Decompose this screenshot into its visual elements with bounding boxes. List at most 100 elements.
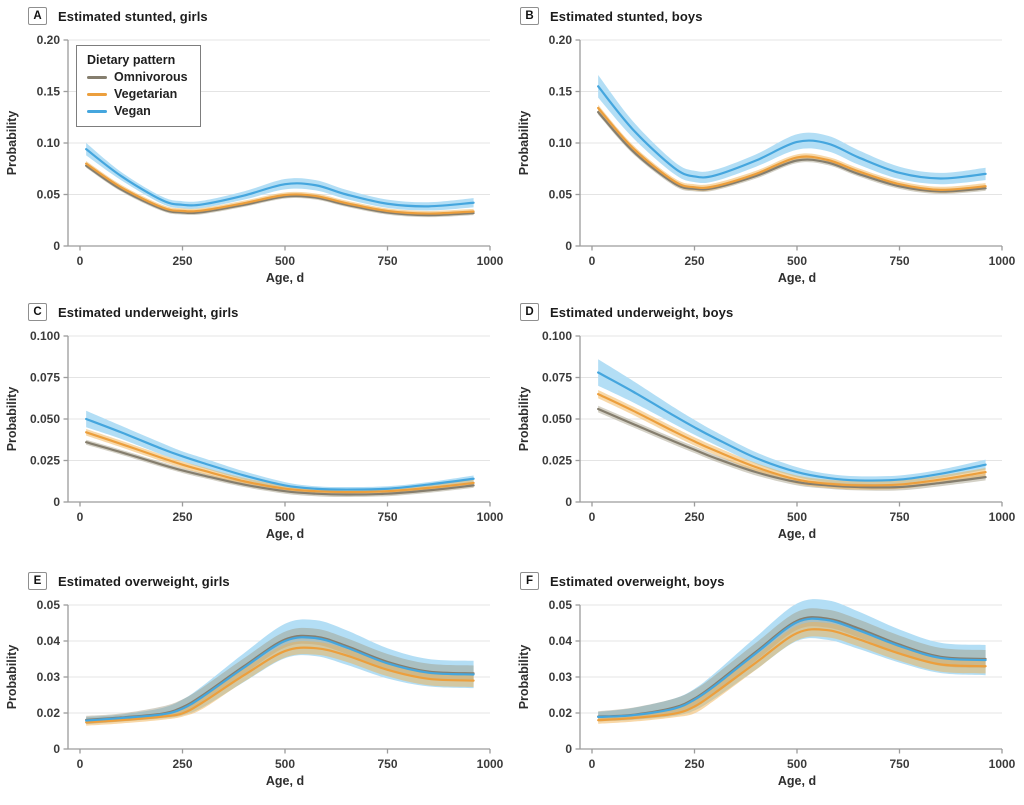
legend-swatch-omnivorous	[87, 75, 107, 79]
svg-text:0.05: 0.05	[549, 598, 573, 612]
svg-text:0.100: 0.100	[30, 329, 60, 343]
svg-text:0.05: 0.05	[37, 598, 61, 612]
panel-d-title: Estimated underweight, boys	[550, 304, 734, 320]
panel-b-header: B Estimated stunted, boys	[520, 6, 1024, 26]
svg-text:0.100: 0.100	[542, 329, 572, 343]
svg-text:750: 750	[377, 254, 397, 268]
svg-text:250: 250	[172, 254, 192, 268]
legend: Dietary pattern Omnivorous Vegetarian Ve…	[76, 45, 201, 127]
panel-e-title: Estimated overweight, girls	[58, 573, 230, 589]
chart-estimated-stunted-boys: 0 0.05 0.10 0.15 0.20 0 250 500 750 1000 Age, d Pro…	[517, 33, 1016, 285]
panel-a: A Estimated stunted, girls 0 0.05 0.10 0.15…	[0, 0, 512, 292]
panel-f-title: Estimated overweight, boys	[550, 573, 725, 589]
svg-text:Age, d: Age, d	[266, 774, 304, 788]
svg-text:1000: 1000	[989, 254, 1016, 268]
svg-text:0: 0	[53, 239, 60, 253]
svg-text:0: 0	[77, 254, 84, 268]
chart-estimated-overweight-girls: 0 0.02 0.03 0.04 0.05 0 250 500 750 1000 Age, d Pro…	[5, 598, 504, 788]
svg-text:0.025: 0.025	[542, 454, 572, 468]
svg-text:1000: 1000	[477, 757, 504, 771]
panel-a-title: Estimated stunted, girls	[58, 8, 208, 24]
svg-text:500: 500	[787, 254, 807, 268]
svg-text:0: 0	[589, 254, 596, 268]
svg-text:0.03: 0.03	[549, 670, 573, 684]
svg-text:0: 0	[565, 239, 572, 253]
panel-f: F Estimated overweight, boys 0 0.02 0.03 0.…	[512, 547, 1024, 794]
svg-text:0: 0	[589, 510, 596, 524]
svg-text:0.10: 0.10	[37, 136, 61, 150]
svg-text:0.05: 0.05	[37, 188, 61, 202]
svg-text:0: 0	[77, 510, 84, 524]
svg-text:250: 250	[172, 757, 192, 771]
panel-e: E Estimated overweight, girls 0 0.02 0.03 0…	[0, 547, 512, 794]
svg-text:500: 500	[787, 757, 807, 771]
svg-text:0: 0	[53, 742, 60, 756]
svg-text:Probability: Probability	[5, 111, 19, 176]
svg-text:0: 0	[565, 742, 572, 756]
panel-b-title: Estimated stunted, boys	[550, 8, 703, 24]
svg-text:250: 250	[684, 757, 704, 771]
svg-text:750: 750	[889, 510, 909, 524]
svg-text:0: 0	[565, 495, 572, 509]
legend-label-vegan: Vegan	[114, 104, 151, 118]
svg-text:Probability: Probability	[5, 645, 19, 710]
panel-b: B Estimated stunted, boys 0 0.05 0.10 0.15 0…	[512, 0, 1024, 292]
legend-item-vegetarian: Vegetarian	[87, 87, 188, 101]
svg-text:Age, d: Age, d	[778, 774, 816, 788]
svg-text:0.15: 0.15	[549, 85, 573, 99]
panel-b-letter-badge: B	[520, 7, 539, 25]
svg-text:0.15: 0.15	[37, 85, 61, 99]
panel-d-letter-badge: D	[520, 303, 539, 321]
svg-text:0.02: 0.02	[549, 706, 573, 720]
svg-text:0: 0	[589, 757, 596, 771]
svg-text:750: 750	[889, 757, 909, 771]
svg-text:500: 500	[275, 254, 295, 268]
svg-text:1000: 1000	[989, 510, 1016, 524]
svg-text:1000: 1000	[477, 510, 504, 524]
svg-text:0.03: 0.03	[37, 670, 61, 684]
legend-label-vegetarian: Vegetarian	[114, 87, 178, 101]
svg-text:0.20: 0.20	[37, 33, 61, 47]
svg-text:Age, d: Age, d	[266, 527, 304, 541]
svg-text:750: 750	[377, 510, 397, 524]
panel-a-letter-badge: A	[28, 7, 47, 25]
legend-label-omnivorous: Omnivorous	[114, 70, 188, 84]
svg-text:500: 500	[275, 757, 295, 771]
svg-text:250: 250	[684, 510, 704, 524]
svg-text:Age, d: Age, d	[778, 527, 816, 541]
panel-d: D Estimated underweight, boys 0 0.025 0.05…	[512, 292, 1024, 547]
svg-text:250: 250	[172, 510, 192, 524]
svg-text:Probability: Probability	[517, 645, 531, 710]
svg-text:0.050: 0.050	[30, 412, 60, 426]
legend-item-omnivorous: Omnivorous	[87, 70, 188, 84]
svg-text:Age, d: Age, d	[778, 271, 816, 285]
legend-swatch-vegan	[87, 109, 107, 113]
panel-c-header: C Estimated underweight, girls	[28, 302, 512, 322]
panel-f-letter-badge: F	[520, 572, 539, 590]
svg-text:0.075: 0.075	[542, 371, 572, 385]
panel-c-letter-badge: C	[28, 303, 47, 321]
svg-text:Probability: Probability	[5, 387, 19, 452]
svg-text:750: 750	[889, 254, 909, 268]
legend-item-vegan: Vegan	[87, 104, 188, 118]
panel-e-header: E Estimated overweight, girls	[28, 571, 512, 591]
legend-swatch-vegetarian	[87, 92, 107, 96]
svg-text:0.02: 0.02	[37, 706, 61, 720]
svg-text:250: 250	[684, 254, 704, 268]
svg-text:0: 0	[77, 757, 84, 771]
svg-text:0.075: 0.075	[30, 371, 60, 385]
svg-text:0.05: 0.05	[549, 188, 573, 202]
svg-text:Probability: Probability	[517, 111, 531, 176]
panel-c: C Estimated underweight, girls 0 0.025 0.0…	[0, 292, 512, 547]
svg-text:0.025: 0.025	[30, 454, 60, 468]
svg-text:0.04: 0.04	[37, 634, 61, 648]
chart-estimated-overweight-boys: 0 0.02 0.03 0.04 0.05 0 250 500 750 1000 Age, d Pro…	[517, 598, 1016, 788]
chart-estimated-stunted-girls: 0 0.05 0.10 0.15 0.20 0 250 500 750 1000 Age, d Pro…	[5, 33, 504, 285]
svg-text:0.04: 0.04	[549, 634, 573, 648]
panel-e-letter-badge: E	[28, 572, 47, 590]
panel-a-header: A Estimated stunted, girls	[28, 6, 512, 26]
svg-text:0: 0	[53, 495, 60, 509]
svg-text:Probability: Probability	[517, 387, 531, 452]
svg-text:1000: 1000	[989, 757, 1016, 771]
